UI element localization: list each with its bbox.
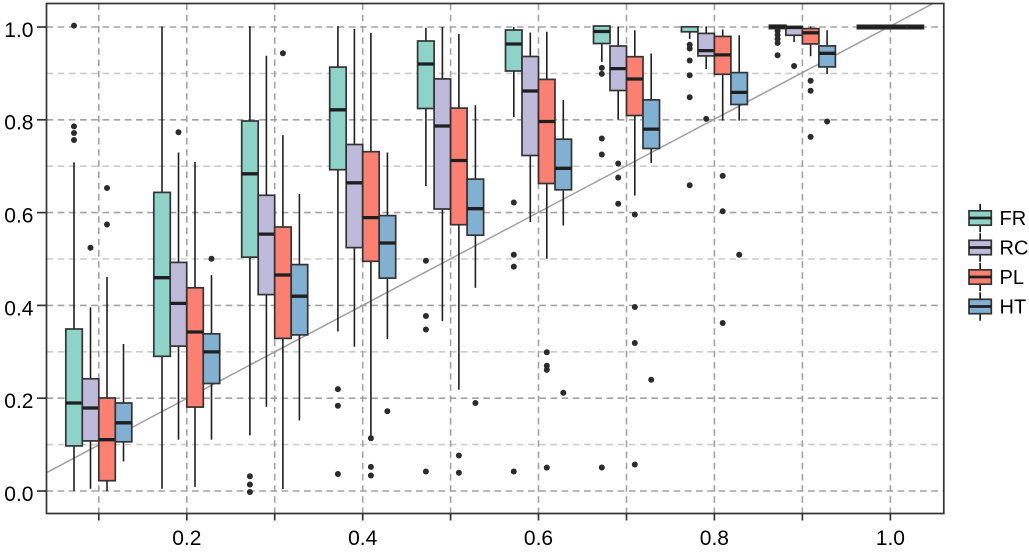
- svg-text:RC: RC: [1000, 238, 1029, 260]
- svg-text:0.0: 0.0: [4, 483, 33, 506]
- svg-text:0.2: 0.2: [172, 527, 201, 550]
- svg-text:0.8: 0.8: [700, 527, 729, 550]
- svg-text:0.4: 0.4: [4, 297, 34, 320]
- svg-text:PL: PL: [1000, 267, 1024, 289]
- svg-text:0.6: 0.6: [4, 204, 33, 227]
- svg-text:1.0: 1.0: [876, 527, 905, 550]
- svg-text:1.0: 1.0: [4, 19, 33, 42]
- svg-text:0.4: 0.4: [348, 527, 378, 550]
- svg-text:HT: HT: [1000, 297, 1027, 319]
- svg-text:0.2: 0.2: [4, 390, 33, 413]
- svg-text:0.6: 0.6: [524, 527, 553, 550]
- svg-text:FR: FR: [1000, 208, 1027, 230]
- svg-text:0.8: 0.8: [4, 112, 33, 135]
